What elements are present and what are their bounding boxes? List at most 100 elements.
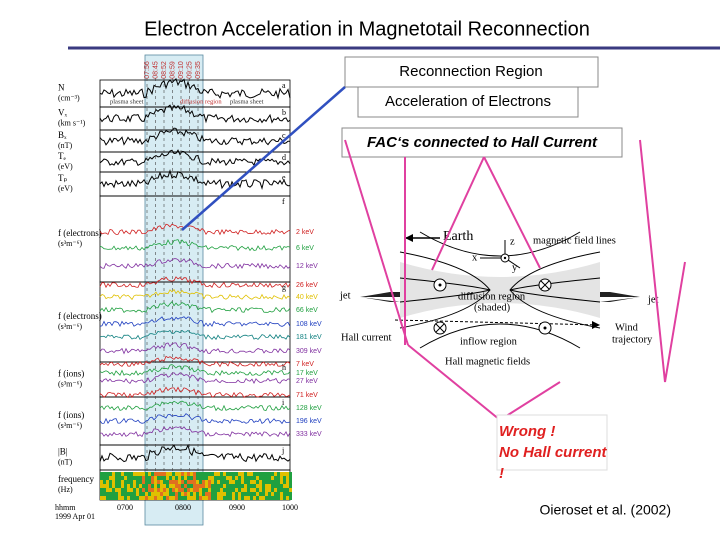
spectrogram-cell	[244, 480, 247, 484]
spectrogram-cell	[145, 472, 148, 476]
spectrogram-cell	[100, 492, 103, 496]
spectrogram-cell	[229, 496, 232, 500]
spectrogram-cell	[256, 488, 259, 492]
spectrogram-cell	[262, 480, 265, 484]
spectrogram-cell	[157, 476, 160, 480]
spectrogram-cell	[190, 472, 193, 476]
label: Hall current	[341, 332, 392, 343]
panel-letter: i	[282, 398, 285, 407]
spectrogram-cell	[124, 488, 127, 492]
spectrogram-cell	[166, 488, 169, 492]
spectrogram-cell	[283, 472, 286, 476]
date: 1999 Apr 01	[55, 512, 95, 521]
spectrogram-cell	[286, 476, 289, 480]
spectrogram-cell	[169, 492, 172, 496]
spectrogram-cell	[133, 476, 136, 480]
spectrogram-cell	[181, 472, 184, 476]
spectrogram-cell	[286, 488, 289, 492]
spectrogram-cell	[253, 484, 256, 488]
spectrogram-cell	[214, 472, 217, 476]
spectrogram-cell	[283, 492, 286, 496]
spectrogram-cell	[151, 472, 154, 476]
spectrogram-cell	[160, 488, 163, 492]
spectrogram-cell	[151, 484, 154, 488]
spectrogram-cell	[202, 496, 205, 500]
spectrogram-cell	[133, 472, 136, 476]
spectrogram-cell	[115, 484, 118, 488]
label: trajectory	[612, 334, 653, 345]
spectrogram-cell	[184, 484, 187, 488]
spectrogram-cell	[229, 476, 232, 480]
panel-letter: g	[282, 283, 286, 292]
spectrogram-cell	[160, 492, 163, 496]
spectrogram-cell	[202, 480, 205, 484]
label: jet	[647, 294, 659, 305]
spectrogram-cell	[226, 488, 229, 492]
trace	[99, 364, 291, 376]
spectrogram-cell	[118, 488, 121, 492]
spectrogram-cell	[286, 496, 289, 500]
spectrogram-cell	[175, 476, 178, 480]
spectrogram-cell	[232, 480, 235, 484]
annotation: Wrong !	[499, 423, 555, 440]
callout: FAC‘s connected to Hall Current	[367, 134, 598, 151]
spectrogram-cell	[130, 480, 133, 484]
spectrogram-cell	[211, 480, 214, 484]
panel-label: Bₓ	[58, 130, 67, 140]
spectrogram-cell	[238, 496, 241, 500]
top-time: 08:52	[161, 61, 168, 79]
spectrogram-cell	[133, 484, 136, 488]
spectrogram-cell	[259, 496, 262, 500]
spectrogram-cell	[148, 480, 151, 484]
panel-unit: (s³m⁻⁶)	[58, 379, 82, 388]
spectrogram-cell	[220, 496, 223, 500]
spectrogram-cell	[220, 480, 223, 484]
spectrogram-cell	[250, 476, 253, 480]
spectrogram-cell	[193, 496, 196, 500]
spectrogram-cell	[100, 480, 103, 484]
spectrogram-cell	[223, 476, 226, 480]
annotation: !	[499, 465, 504, 482]
shaded-region	[400, 262, 600, 318]
spectrogram-cell	[190, 480, 193, 484]
spectrogram-cell	[262, 488, 265, 492]
label: inflow region	[460, 336, 518, 347]
spectrogram-cell	[253, 488, 256, 492]
spectrogram-cell	[139, 476, 142, 480]
spectrogram-cell	[217, 484, 220, 488]
spectrogram-cell	[289, 472, 292, 476]
spectrogram-cell	[148, 472, 151, 476]
spectrogram-cell	[178, 480, 181, 484]
spectrogram-cell	[121, 488, 124, 492]
spectrogram-cell	[133, 488, 136, 492]
spectrogram-cell	[109, 492, 112, 496]
jet-arrow	[360, 292, 400, 302]
spectrogram-cell	[109, 496, 112, 500]
spectrogram-cell	[130, 484, 133, 488]
spectrogram-cell	[181, 488, 184, 492]
spectrogram-cell	[148, 476, 151, 480]
spectrogram-cell	[253, 496, 256, 500]
spectrogram-cell	[217, 496, 220, 500]
spectrogram-cell	[226, 472, 229, 476]
spectrogram-cell	[214, 496, 217, 500]
spectrogram-cell	[115, 492, 118, 496]
label: Wind	[615, 322, 639, 333]
spectrogram-cell	[235, 484, 238, 488]
spectrogram-cell	[211, 484, 214, 488]
energy-label: 196 keV	[296, 418, 322, 425]
citation: Oieroset et al. (2002)	[539, 502, 671, 518]
spectrogram-cell	[142, 472, 145, 476]
spectrogram-cell	[166, 492, 169, 496]
spectrogram-cell	[190, 488, 193, 492]
spectrogram-cell	[202, 492, 205, 496]
jet-arrow	[600, 292, 640, 302]
spectrogram-cell	[172, 472, 175, 476]
spectrogram-cell	[109, 472, 112, 476]
spectrogram-cell	[274, 476, 277, 480]
trace	[99, 372, 291, 385]
top-time: 08:59	[169, 61, 176, 79]
spectrogram-cell	[214, 480, 217, 484]
spectrogram-cell	[196, 492, 199, 496]
spectrogram-cell	[121, 496, 124, 500]
